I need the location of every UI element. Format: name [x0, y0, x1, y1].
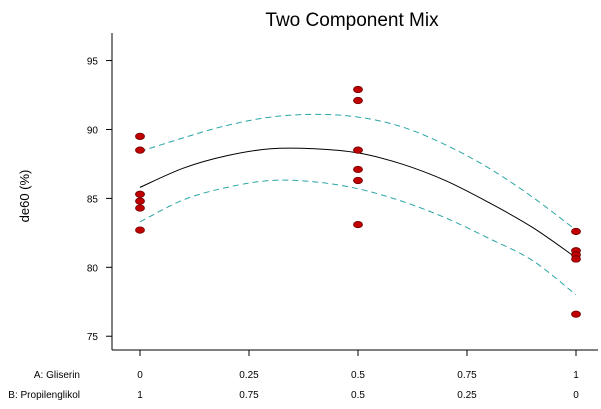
data-point	[135, 226, 145, 234]
x-tick-label: 0.75	[239, 390, 259, 401]
data-point	[135, 132, 145, 140]
data-point	[571, 227, 581, 236]
confidence-band-layer	[139, 113, 577, 296]
data-point	[135, 204, 145, 212]
data-point	[353, 165, 363, 174]
data-point	[353, 146, 363, 154]
x-tick-label: 1	[137, 390, 143, 401]
y-tick-label: 90	[87, 125, 99, 136]
y-tick-label: 85	[87, 194, 99, 205]
x-tick-label: 0	[573, 390, 579, 401]
data-point	[571, 255, 581, 263]
ci-lower-curve	[139, 179, 577, 296]
x-axis-row-name: B: Propilenglikol	[8, 390, 80, 401]
fit-curve	[139, 147, 577, 259]
data-point	[353, 176, 363, 185]
x-tick-label: 0.75	[457, 370, 477, 381]
fit-curve-layer	[139, 147, 577, 259]
x-tick-label: 0	[137, 370, 143, 381]
data-point	[571, 310, 581, 318]
data-point	[135, 146, 145, 154]
ci-upper-curve	[139, 113, 577, 231]
x-tick-label: 0.5	[351, 390, 365, 401]
x-tick-label: 0.5	[351, 370, 365, 381]
data-point	[353, 85, 363, 94]
data-points-layer	[135, 85, 581, 318]
chart-title: Two Component Mix	[265, 10, 439, 31]
x-tick-label: 1	[573, 370, 579, 381]
y-tick-label: 80	[87, 263, 99, 274]
x-tick-label: 0.25	[239, 370, 259, 381]
y-axis-label: de60 (%)	[17, 170, 32, 223]
x-axis-rows-layer: A: Gliserin 0 0.25 0.5 0.75 1 B: Propilengliko…	[8, 370, 579, 401]
x-tick-label: 0.25	[457, 390, 477, 401]
axes-layer: 75 80 85 90 95	[87, 33, 598, 356]
data-point	[353, 96, 363, 105]
y-tick-label: 95	[87, 57, 99, 68]
x-axis-row-name: A: Gliserin	[34, 370, 80, 381]
y-tick-label: 75	[87, 332, 99, 343]
data-point	[135, 197, 145, 205]
data-point	[135, 190, 145, 198]
data-point	[353, 220, 363, 229]
